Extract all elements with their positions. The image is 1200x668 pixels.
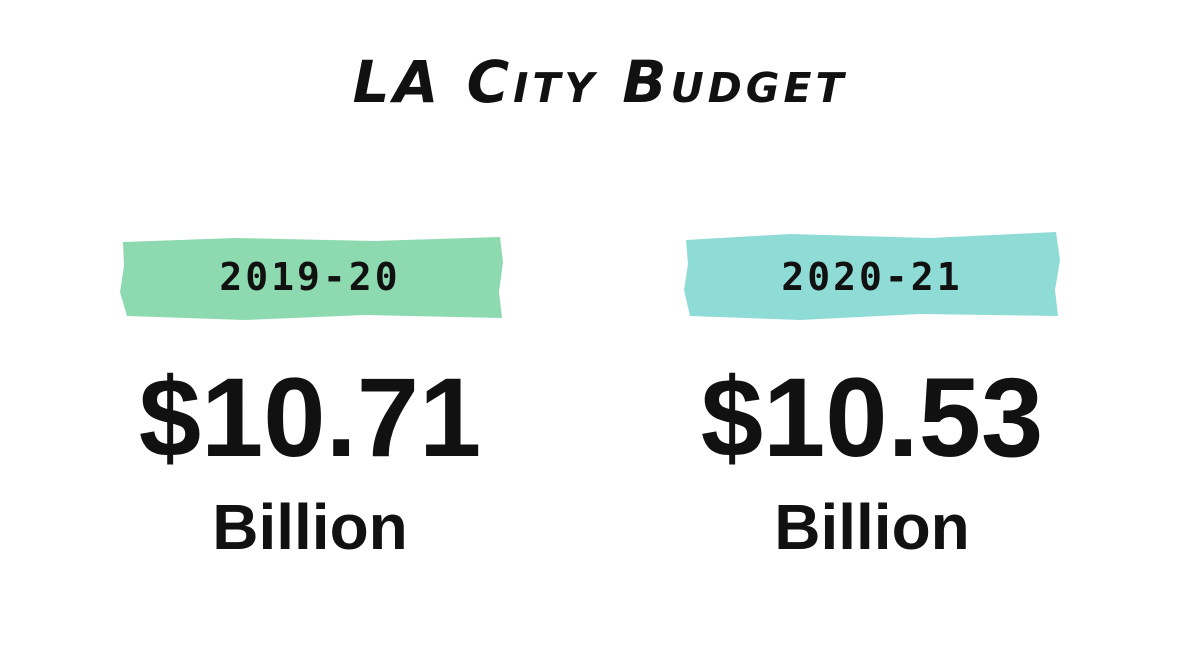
amount: $10.53 bbox=[700, 355, 1044, 480]
highlight bbox=[120, 237, 503, 320]
unit: Billion bbox=[212, 491, 408, 563]
title: LA City Budget bbox=[352, 48, 848, 116]
highlight bbox=[684, 232, 1060, 320]
year-label: 2020-21 bbox=[781, 255, 963, 299]
amount: $10.71 bbox=[138, 355, 482, 480]
unit: Billion bbox=[774, 491, 970, 563]
year-label: 2019-20 bbox=[219, 255, 401, 299]
